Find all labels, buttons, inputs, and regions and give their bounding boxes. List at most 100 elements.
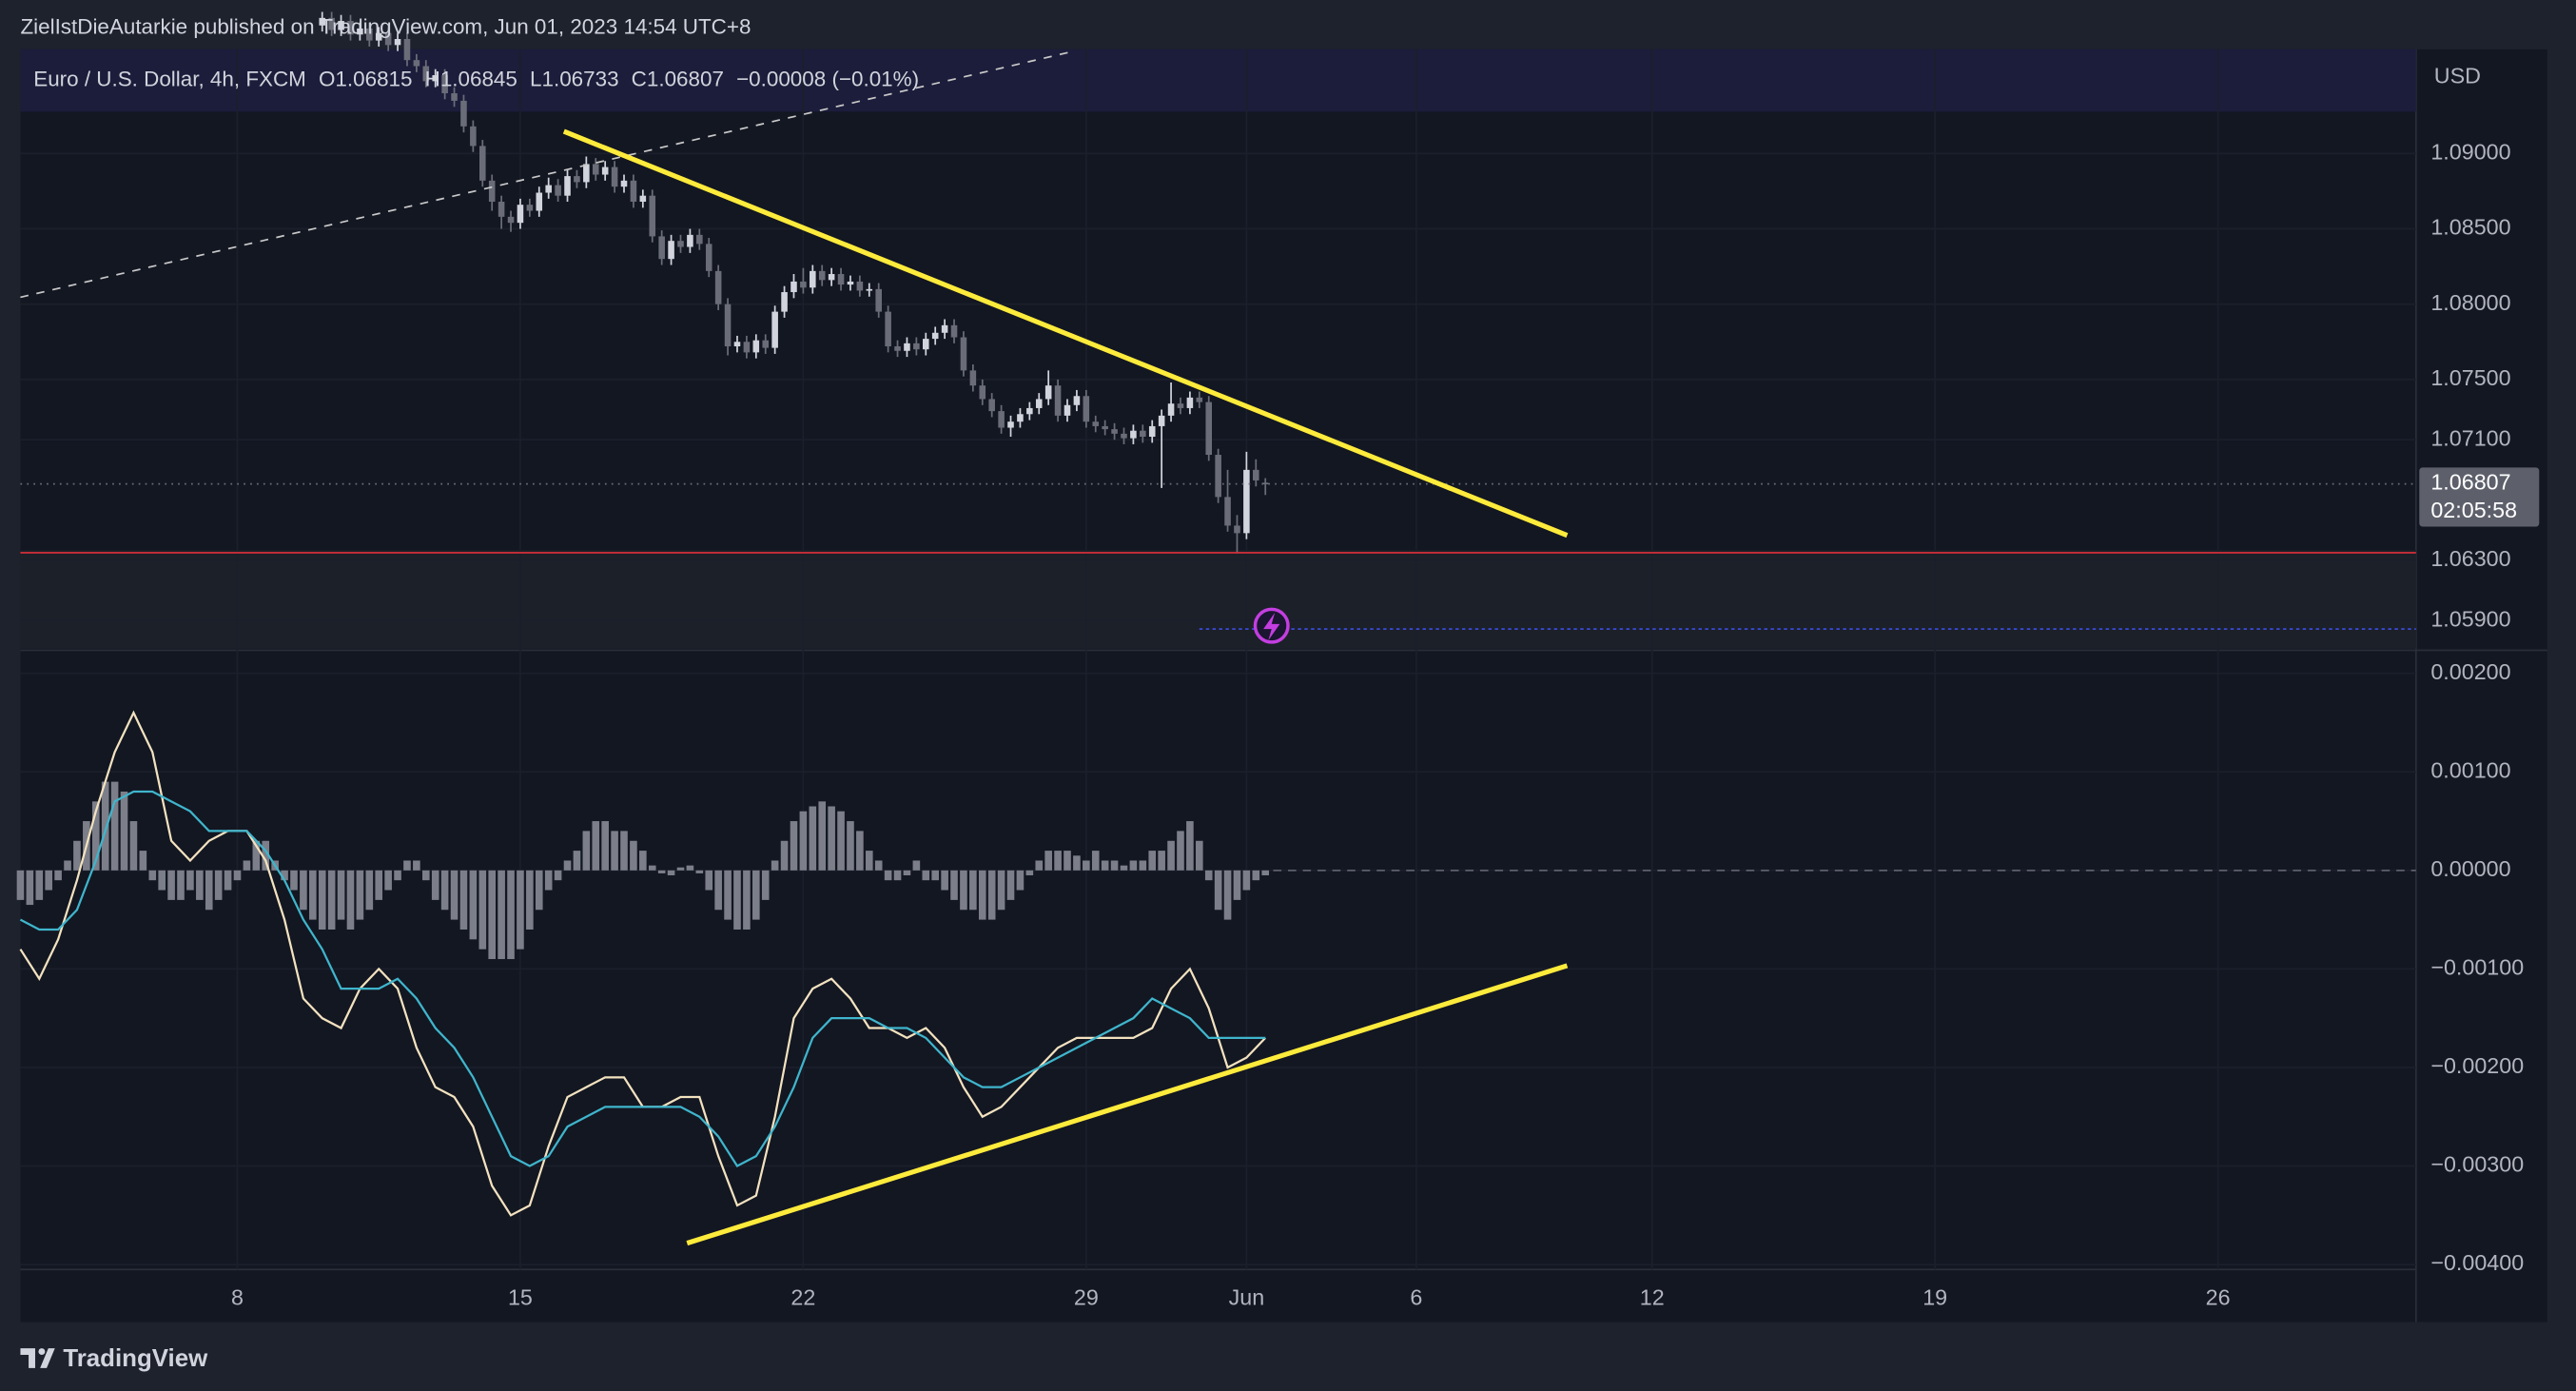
y-tick-label: 1.07100 [2430, 425, 2510, 450]
histogram-bar [1204, 870, 1213, 881]
histogram-bar [893, 870, 902, 881]
candle-body [441, 75, 448, 94]
histogram-bar [1044, 851, 1052, 871]
histogram-bar [91, 801, 100, 871]
histogram-bar [544, 870, 553, 891]
histogram-bar [676, 867, 685, 871]
resistance-trendline [562, 128, 1569, 539]
histogram-bar [771, 860, 779, 871]
histogram-bar [790, 821, 798, 871]
histogram-bar [394, 870, 401, 881]
histogram-bar [1167, 840, 1175, 871]
x-tick-label: 29 [1074, 1284, 1099, 1309]
histogram-bar [1214, 870, 1222, 911]
histogram-bar [281, 870, 288, 881]
histogram-bar [1025, 870, 1034, 876]
candle-body [555, 185, 561, 196]
histogram-bar [120, 791, 128, 871]
macd-trendline [686, 963, 1569, 1246]
candle-body [894, 346, 901, 351]
histogram-bar [1101, 860, 1109, 871]
histogram-bar [243, 860, 251, 871]
candle-body [658, 236, 665, 260]
histogram-bar [1016, 870, 1025, 891]
x-tick-label: 6 [1410, 1284, 1422, 1309]
candle-body [687, 234, 693, 247]
candle-body [1167, 403, 1175, 416]
zone-band [20, 49, 2416, 112]
candle-body [1261, 482, 1269, 485]
histogram-bar [1129, 860, 1138, 871]
price-axis-bg [2415, 49, 2547, 1322]
candle-body [743, 342, 751, 353]
histogram-bar [158, 870, 166, 891]
candle-body [1148, 425, 1156, 438]
candle-body [422, 66, 430, 82]
candle-body [357, 28, 363, 35]
histogram-bar [733, 870, 741, 930]
histogram-bar [205, 870, 213, 911]
candle-body [1196, 397, 1203, 402]
candle-body [1186, 397, 1194, 408]
histogram-bar [337, 870, 345, 920]
histogram-bar [1196, 840, 1203, 871]
histogram-bar [262, 840, 270, 871]
candle-body [818, 270, 826, 281]
x-tick-label: 15 [508, 1284, 533, 1309]
candle-body [479, 146, 486, 181]
histogram-bar [517, 870, 524, 950]
candle-body [384, 32, 392, 46]
candle-body [319, 17, 326, 26]
legend-open: O1.06815 [319, 68, 413, 91]
histogram-bar [987, 870, 996, 920]
histogram-bar [1233, 870, 1241, 900]
histogram-bar [1120, 865, 1128, 871]
candle-body [1026, 407, 1033, 415]
candle-body [1007, 421, 1014, 428]
histogram-bar [1073, 855, 1081, 871]
histogram-bar [1223, 870, 1232, 920]
histogram-bar [705, 870, 713, 891]
candle-body [630, 180, 637, 203]
candle-body [460, 100, 467, 127]
candle-body [1083, 396, 1090, 422]
histogram-bar [1054, 851, 1062, 871]
candle-body [724, 304, 732, 347]
candle-body [1121, 433, 1127, 439]
histogram-bar [837, 811, 845, 871]
candle-body [1073, 396, 1081, 405]
y-tick-label: 0.00200 [2430, 659, 2510, 684]
histogram-bar [1186, 821, 1194, 871]
candle-body [1111, 429, 1118, 434]
candle-body [714, 270, 722, 304]
histogram-bar [780, 840, 789, 871]
candle-body [545, 185, 552, 193]
candle-body [790, 281, 797, 293]
histogram-bar [488, 870, 496, 960]
candle-body [1064, 404, 1071, 416]
x-tick-label: 19 [1922, 1284, 1947, 1309]
histogram-bar [196, 870, 204, 900]
candle-body [611, 167, 618, 187]
candle-body [583, 164, 590, 183]
legend: Euro / U.S. Dollar, 4h, FXCM O1.06815 H1… [33, 68, 919, 91]
histogram-bar [912, 860, 921, 871]
histogram-bar [620, 831, 628, 871]
candle-body [998, 411, 1005, 428]
candle-body [988, 399, 995, 412]
histogram-bar [300, 870, 307, 911]
candle-body [1035, 399, 1043, 408]
candle-body [800, 281, 807, 288]
candle-body [950, 324, 958, 338]
candle-body [913, 343, 920, 350]
histogram-bar [1139, 860, 1147, 871]
histogram-bar [630, 840, 637, 871]
candle-body [1054, 385, 1062, 416]
histogram-bar [724, 870, 732, 920]
histogram-bar [1242, 870, 1251, 891]
legend-symbol: Euro / U.S. Dollar, 4h, FXCM [33, 68, 306, 91]
candle-body [536, 192, 543, 211]
histogram-bar [421, 870, 430, 881]
candle-body [498, 202, 505, 217]
